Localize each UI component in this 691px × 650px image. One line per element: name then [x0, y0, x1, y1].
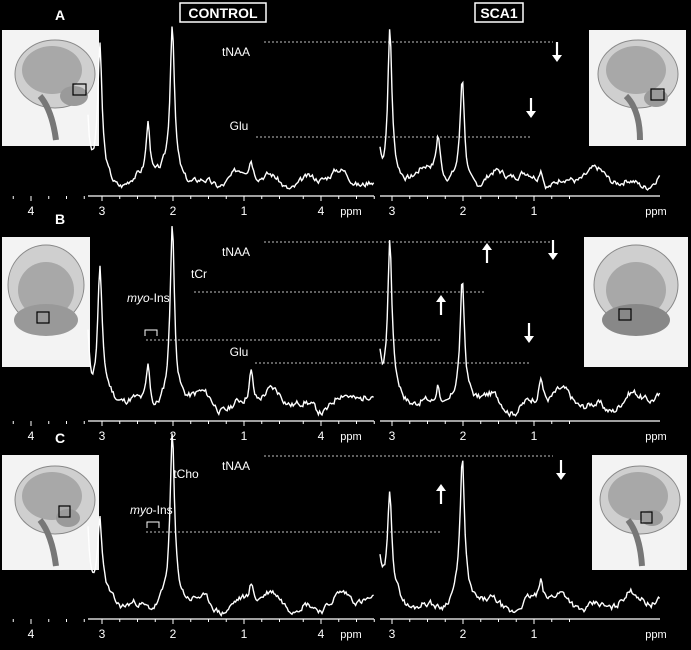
- spectrum-b-control: [87, 226, 374, 417]
- up-arrow-icon: [482, 243, 492, 263]
- axis-unit-label: ppm: [340, 431, 361, 443]
- up-arrow-icon: [436, 484, 446, 504]
- axis-unit-label: ppm: [645, 206, 666, 218]
- axis-tick-label: 2: [460, 627, 467, 641]
- axis-tick-label: 2: [170, 429, 177, 443]
- panel-c-letter: C: [55, 430, 65, 446]
- axis-unit-label: ppm: [645, 629, 666, 641]
- mri-sagittal-image-a-control: [2, 30, 99, 146]
- down-arrow-icon: [548, 240, 558, 260]
- mri-coronal-image-b-control: [2, 237, 90, 367]
- axis-tick-label: 1: [531, 204, 538, 218]
- axis-tick-label: 2: [460, 429, 467, 443]
- axis-tick-label: 3: [389, 429, 396, 443]
- axis-tick-label: 1: [531, 429, 538, 443]
- myo-ins-label-c: myo-Ins: [130, 503, 173, 517]
- control-header-box: [179, 2, 267, 23]
- myo-ins-label-b-suffix: -Ins: [150, 291, 170, 305]
- tnaa-label-b: tNAA: [222, 245, 250, 259]
- tcr-label-b: tCr: [191, 267, 207, 281]
- axis-tick-label: 1: [531, 627, 538, 641]
- tnaa-label-a: tNAA: [222, 45, 250, 59]
- axis-tick-label: 4: [318, 627, 325, 641]
- spectrum-c-sca1: [379, 460, 661, 614]
- myo-ins-label-b-italic: myo: [127, 291, 150, 305]
- glu-label-a: Glu: [230, 119, 249, 133]
- glu-label-b: Glu: [230, 345, 249, 359]
- spectrum-a-control: [87, 26, 375, 190]
- axis-tick-label: 3: [389, 204, 396, 218]
- panel-a-letter: A: [55, 7, 65, 23]
- axis-tick-label: 3: [389, 627, 396, 641]
- spectrum-b-sca1: [379, 240, 661, 418]
- axis-tick-label: 1: [241, 627, 248, 641]
- myo-bracket-c: [146, 521, 160, 528]
- down-arrow-icon: [526, 98, 536, 118]
- mri-sagittal-image-c-sca1: [592, 455, 687, 570]
- myo-bracket-b: [144, 329, 158, 336]
- myo-ins-label-c-italic: myo: [130, 503, 153, 517]
- reference-lines: [146, 41, 553, 533]
- spectrum-c-control: [87, 433, 374, 618]
- down-arrow-icon: [524, 323, 534, 343]
- axis-unit-label: ppm: [340, 629, 361, 641]
- up-arrow-icon: [436, 295, 446, 315]
- mri-sagittal-image-a-sca1: [589, 30, 686, 146]
- panel-b-letter: B: [55, 211, 65, 227]
- down-arrow-icon: [556, 460, 566, 480]
- axis-tick-label: 3: [99, 204, 106, 218]
- tcho-label-c: tCho: [173, 467, 199, 481]
- axis-tick-label: 4: [28, 627, 35, 641]
- myo-ins-label-c-suffix: -Ins: [153, 503, 173, 517]
- axis-tick-label: 3: [99, 429, 106, 443]
- axis-tick-label: 4: [318, 204, 325, 218]
- myo-ins-label-b: myo-Ins: [127, 291, 170, 305]
- axis-tick-label: 2: [460, 204, 467, 218]
- sca1-header-box: [474, 2, 524, 23]
- axis-tick-label: 4: [28, 429, 35, 443]
- sca1-header: SCA1: [480, 5, 518, 21]
- spectrum-a-sca1: [379, 29, 661, 191]
- axis-tick-label: 1: [241, 429, 248, 443]
- control-header: CONTROL: [188, 5, 258, 21]
- axis-tick-label: 2: [170, 627, 177, 641]
- axis-tick-label: 1: [241, 204, 248, 218]
- axis-tick-label: 3: [99, 627, 106, 641]
- tnaa-label-c: tNAA: [222, 459, 250, 473]
- axis-tick-label: 4: [318, 429, 325, 443]
- axis-tick-label: 4: [28, 204, 35, 218]
- down-arrow-icon: [552, 42, 562, 62]
- axis-unit-label: ppm: [340, 206, 361, 218]
- change-arrows: [436, 42, 566, 504]
- axis-unit-label: ppm: [645, 431, 666, 443]
- mri-coronal-image-b-sca1: [584, 237, 688, 367]
- ppm-axes: 4 3 2 1 ppm 4 3 2 1 ppm 4 3 2 1 ppm 4 3 2 1 ppm 4 3 2 1 ppm 4 3 2 1 p…: [12, 195, 667, 641]
- mri-sagittal-image-c-control: [2, 455, 99, 570]
- axis-tick-label: 2: [170, 204, 177, 218]
